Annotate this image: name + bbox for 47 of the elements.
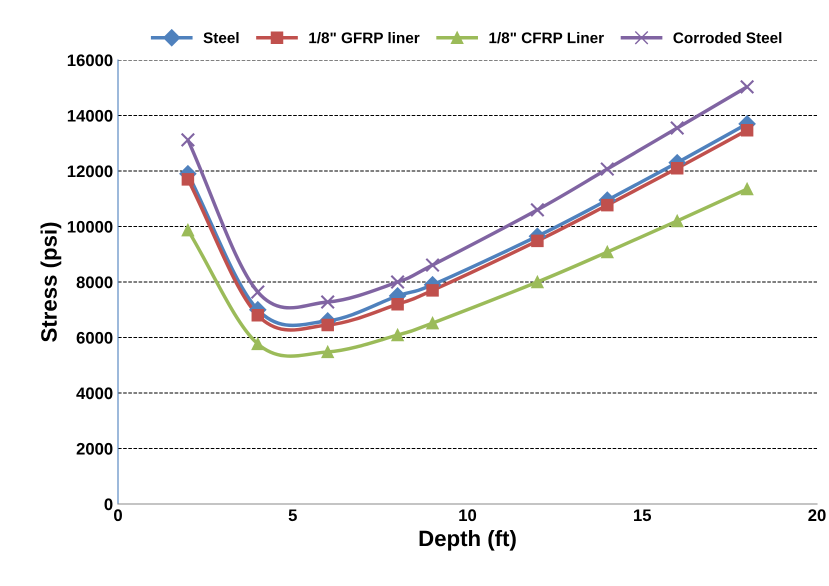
y-tick-label: 0 (104, 498, 112, 510)
point (601, 198, 614, 212)
x-tick-label: 20 (808, 509, 826, 522)
point (182, 224, 194, 236)
x-axis-title: Depth (ft) (420, 530, 516, 551)
point (182, 173, 194, 186)
point (321, 318, 334, 332)
point (531, 276, 544, 288)
point (530, 202, 545, 218)
y-tick-label: 16000 (68, 54, 112, 66)
point (740, 182, 754, 196)
point (320, 294, 335, 310)
point (670, 162, 684, 174)
point (740, 124, 754, 136)
point (531, 234, 544, 248)
point (180, 132, 196, 148)
y-tick-label: 6000 (76, 332, 112, 344)
legend-label: Corroded Steel (673, 32, 782, 44)
point (670, 214, 684, 228)
point (670, 120, 684, 136)
y-axis-title: Stress (psi) (40, 222, 62, 342)
point (426, 284, 439, 297)
point (321, 346, 334, 358)
point (601, 246, 614, 258)
y-tick-label: 4000 (76, 387, 112, 400)
y-tick-label: 2000 (76, 442, 112, 455)
legend-label: 1/8" CFRP Liner (489, 32, 604, 44)
x-tick-label: 10 (459, 509, 476, 522)
y-tick-label: 14000 (68, 110, 112, 122)
x-tick-label: 15 (634, 509, 652, 522)
point (600, 162, 615, 176)
point (740, 80, 754, 94)
legend-label: Steel (203, 32, 238, 44)
legend-label: 1/8" GFRP liner (309, 32, 420, 44)
point (391, 328, 404, 342)
point (425, 258, 440, 272)
x-tick-label: 0 (114, 509, 122, 522)
point (391, 298, 404, 310)
x-tick-label: 5 (288, 509, 297, 522)
point (252, 338, 264, 350)
y-tick-label: 8000 (76, 276, 112, 288)
point (390, 274, 405, 290)
y-tick-label: 12000 (68, 165, 112, 178)
point (252, 309, 264, 322)
point (426, 316, 439, 330)
point (250, 284, 266, 300)
y-tick-label: 10000 (68, 220, 112, 233)
